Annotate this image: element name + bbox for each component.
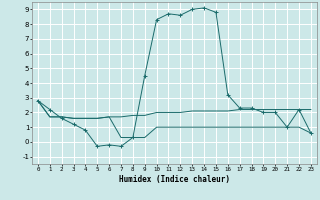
X-axis label: Humidex (Indice chaleur): Humidex (Indice chaleur) xyxy=(119,175,230,184)
